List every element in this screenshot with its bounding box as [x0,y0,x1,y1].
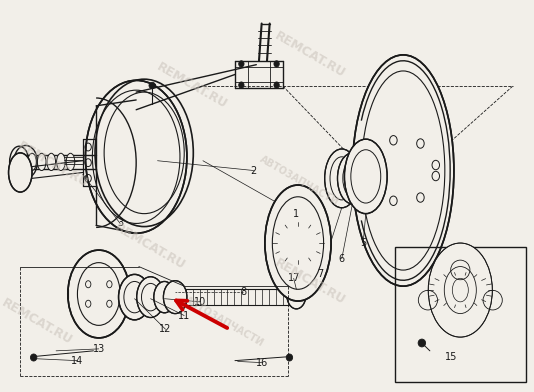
Text: 7: 7 [317,269,324,279]
Ellipse shape [30,354,37,361]
Ellipse shape [37,153,46,171]
Ellipse shape [274,82,279,88]
Text: 13: 13 [93,344,105,354]
Text: 15: 15 [445,352,458,362]
Text: REMCAT.RU: REMCAT.RU [155,61,230,112]
Ellipse shape [239,82,244,88]
Ellipse shape [352,55,454,286]
Ellipse shape [337,153,367,204]
Ellipse shape [47,153,56,171]
Text: 17: 17 [287,273,300,283]
Text: REMCAT.RU: REMCAT.RU [0,296,75,347]
Text: REMCAT.RU: REMCAT.RU [16,139,91,190]
Text: 5: 5 [360,238,366,248]
Ellipse shape [265,185,331,301]
Ellipse shape [428,243,492,337]
Ellipse shape [325,149,359,208]
Ellipse shape [28,153,36,171]
Text: REMCAT.RU: REMCAT.RU [112,221,187,272]
Ellipse shape [9,153,32,192]
Ellipse shape [119,274,151,320]
Text: 14: 14 [72,356,83,366]
Text: 11: 11 [178,310,190,321]
Bar [395,247,526,382]
Text: АВТО3АПЧАСТИ: АВТО3АПЧАСТИ [183,295,265,348]
Text: 3: 3 [117,218,123,229]
Text: АВТО3АПЧАСТИ: АВТО3АПЧАСТИ [258,154,340,207]
Ellipse shape [137,277,164,318]
Ellipse shape [287,281,306,309]
Ellipse shape [66,153,75,171]
Ellipse shape [344,139,387,214]
Text: 8: 8 [240,287,246,297]
Ellipse shape [239,61,244,67]
Text: 16: 16 [256,358,268,368]
Text: 2: 2 [250,165,257,176]
Text: 1: 1 [293,209,300,219]
Text: 12: 12 [159,324,172,334]
Text: 6: 6 [339,254,345,264]
Ellipse shape [274,61,279,67]
Ellipse shape [418,339,426,347]
Ellipse shape [57,153,65,171]
Text: REMCAT.RU: REMCAT.RU [272,257,347,308]
Ellipse shape [149,82,155,89]
Ellipse shape [68,250,130,338]
Ellipse shape [163,281,187,314]
Text: 10: 10 [194,297,206,307]
Ellipse shape [85,80,187,233]
Ellipse shape [286,354,293,361]
Text: REMCAT.RU: REMCAT.RU [272,29,347,80]
Ellipse shape [154,281,175,313]
